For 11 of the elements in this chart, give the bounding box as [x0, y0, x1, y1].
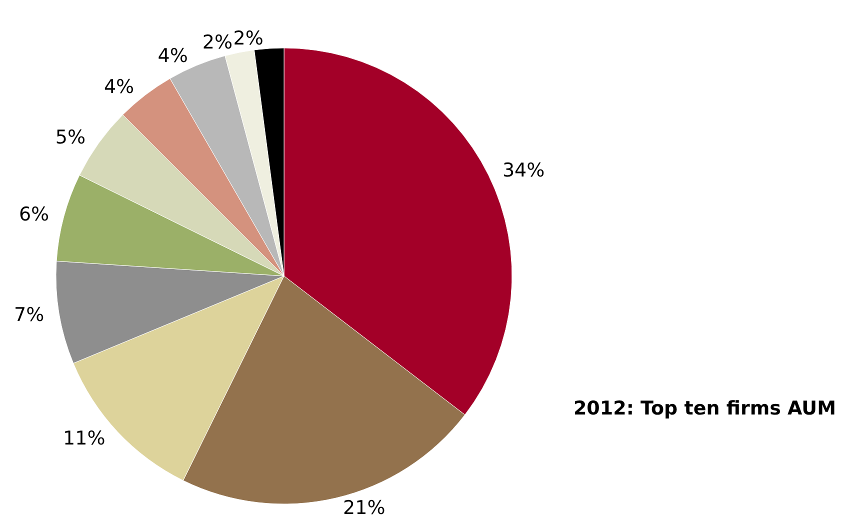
data-label: 11%	[63, 428, 106, 450]
data-label: 4%	[104, 76, 134, 98]
data-label: 21%	[343, 496, 386, 519]
data-label: 2%	[202, 32, 233, 54]
data-label: 34%	[502, 160, 545, 182]
data-label: 6%	[18, 203, 50, 226]
data-label: 7%	[14, 304, 44, 326]
text: 2012: Top ten firms AUM	[573, 398, 836, 420]
data-label: 4%	[158, 45, 188, 68]
data-label: 2%	[233, 28, 264, 50]
data-label: 5%	[55, 126, 86, 148]
